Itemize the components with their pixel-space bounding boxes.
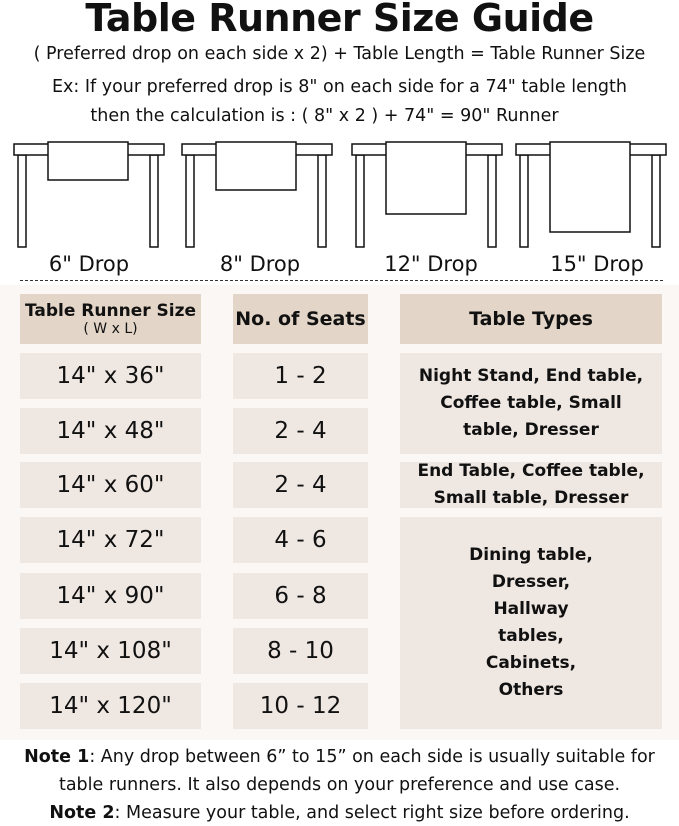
drop-label: 8" Drop — [219, 252, 301, 276]
seats-cell: 2 - 4 — [233, 462, 368, 508]
note-2-text: : Measure your table, and select right s… — [114, 803, 630, 823]
seats-cell: 1 - 2 — [233, 353, 368, 399]
size-cell: 14" x 36" — [20, 353, 201, 399]
runner — [385, 141, 467, 215]
size-cell: 14" x 72" — [20, 517, 201, 563]
note-2: Note 2: Measure your table, and select r… — [0, 799, 679, 826]
header-size: Table Runner Size ( W x L) — [20, 294, 201, 344]
header-types: Table Types — [400, 294, 662, 344]
drop-illustrations — [13, 141, 667, 248]
formula: ( Preferred drop on each side x 2) + Tab… — [33, 44, 646, 64]
page-title: Table Runner Size Guide — [85, 0, 594, 40]
table-leg — [185, 154, 195, 248]
size-cell: 14" x 108" — [20, 628, 201, 674]
seats-cell: 2 - 4 — [233, 408, 368, 454]
seats-cell: 8 - 10 — [233, 628, 368, 674]
note-1: Note 1: Any drop between 6” to 15” on ea… — [0, 743, 679, 799]
drop-label: 15" Drop — [550, 252, 644, 276]
drop-label: 6" Drop — [48, 252, 130, 276]
size-cell: 14" x 90" — [20, 573, 201, 619]
runner — [47, 141, 129, 181]
note-2-label: Note 2 — [49, 803, 115, 823]
table-leg — [519, 154, 529, 248]
table-leg — [17, 154, 27, 248]
types-cell: End Table, Coffee table, Small table, Dr… — [400, 461, 662, 508]
header-size-label: Table Runner Size — [24, 301, 197, 321]
table-leg — [149, 154, 159, 248]
header-size-sub: ( W x L) — [83, 321, 138, 337]
size-cell: 14" x 60" — [20, 462, 201, 508]
table-leg — [355, 154, 365, 248]
note-1-text: : Any drop between 6” to 15” on each sid… — [58, 747, 655, 795]
seats-cell: 10 - 12 — [233, 683, 368, 729]
divider — [20, 280, 663, 281]
table-leg — [317, 154, 327, 248]
seats-cell: 6 - 8 — [233, 573, 368, 619]
size-cell: 14" x 120" — [20, 683, 201, 729]
note-1-label: Note 1 — [24, 747, 90, 767]
size-cell: 14" x 48" — [20, 408, 201, 454]
example-line-1: Ex: If your preferred drop is 8" on each… — [51, 77, 627, 97]
table-leg — [487, 154, 497, 248]
runner — [549, 141, 631, 233]
table-leg — [651, 154, 661, 248]
seats-cell: 4 - 6 — [233, 517, 368, 563]
runner — [215, 141, 297, 191]
types-cell: Dining table, Dresser, Hallway tables, C… — [400, 517, 662, 729]
size-table: Table Runner Size ( W x L) No. of Seats … — [0, 285, 679, 740]
header-seats: No. of Seats — [233, 294, 368, 344]
drop-label: 12" Drop — [384, 252, 478, 276]
example-line-2: then the calculation is : ( 8" x 2 ) + 7… — [90, 106, 559, 126]
types-cell: Night Stand, End table, Coffee table, Sm… — [400, 353, 662, 454]
